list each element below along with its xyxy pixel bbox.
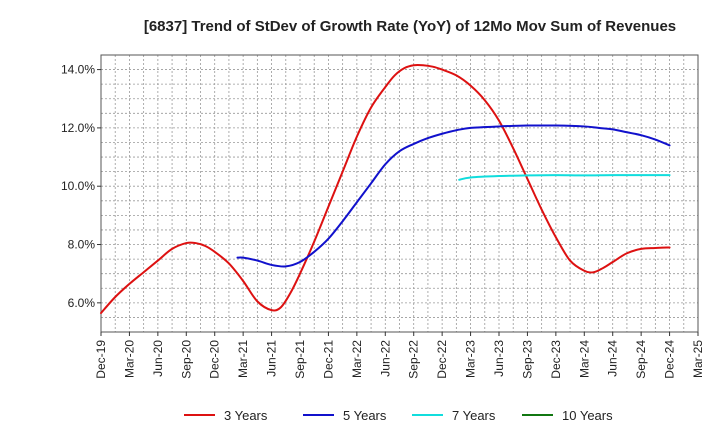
x-tick-label: Mar-23 bbox=[464, 340, 478, 378]
y-tick-label: 14.0% bbox=[61, 63, 95, 77]
y-axis: 6.0% 8.0% 10.0% 12.0% 14.0% bbox=[61, 63, 101, 310]
x-axis: Dec-19 Mar-20 Jun-20 Sep-20 Dec-20 Mar-21 Jun-… bbox=[94, 332, 705, 379]
x-tick-label: Sep-21 bbox=[293, 340, 307, 379]
x-tick-label: Sep-22 bbox=[407, 340, 421, 379]
x-tick-label: Dec-22 bbox=[435, 340, 449, 379]
x-tick-label: Sep-24 bbox=[634, 340, 648, 379]
series-line-5-years bbox=[236, 124, 671, 268]
x-tick-label: Sep-23 bbox=[520, 340, 534, 379]
x-tick-label: Jun-21 bbox=[265, 340, 279, 377]
series-line-3-years bbox=[100, 63, 671, 315]
legend-label-10-years: 10 Years bbox=[562, 408, 613, 423]
x-tick-label: Mar-25 bbox=[691, 340, 705, 378]
y-tick-label: 8.0% bbox=[68, 238, 96, 252]
y-tick-label: 10.0% bbox=[61, 179, 95, 193]
x-tick-label: Dec-21 bbox=[321, 340, 335, 379]
x-tick-label: Sep-20 bbox=[179, 340, 193, 379]
x-tick-label: Mar-24 bbox=[577, 340, 591, 378]
x-tick-label: Dec-24 bbox=[663, 340, 677, 379]
x-tick-label: Jun-22 bbox=[378, 340, 392, 377]
legend-label-5-years: 5 Years bbox=[343, 408, 387, 423]
plot-area bbox=[101, 55, 698, 332]
chart-title: [6837] Trend of StDev of Growth Rate (Yo… bbox=[144, 18, 676, 35]
series-group bbox=[100, 63, 671, 315]
x-tick-label: Jun-20 bbox=[151, 340, 165, 377]
x-tick-label: Dec-20 bbox=[208, 340, 222, 379]
plot-frame bbox=[100, 54, 699, 333]
y-tick-label: 6.0% bbox=[68, 296, 96, 310]
x-tick-label: Dec-19 bbox=[94, 340, 108, 379]
x-tick-label: Jun-23 bbox=[492, 340, 506, 377]
legend-label-7-years: 7 Years bbox=[452, 408, 496, 423]
series-line-7-years bbox=[458, 174, 671, 181]
x-tick-label: Dec-23 bbox=[549, 340, 563, 379]
legend: 3 Years 5 Years 7 Years 10 Years bbox=[184, 408, 613, 423]
x-tick-label: Jun-24 bbox=[606, 340, 620, 377]
y-tick-label: 12.0% bbox=[61, 121, 95, 135]
x-tick-label: Mar-22 bbox=[350, 340, 364, 378]
x-tick-label: Mar-20 bbox=[122, 340, 136, 378]
x-tick-label: Mar-21 bbox=[236, 340, 250, 378]
legend-label-3-years: 3 Years bbox=[224, 408, 268, 423]
